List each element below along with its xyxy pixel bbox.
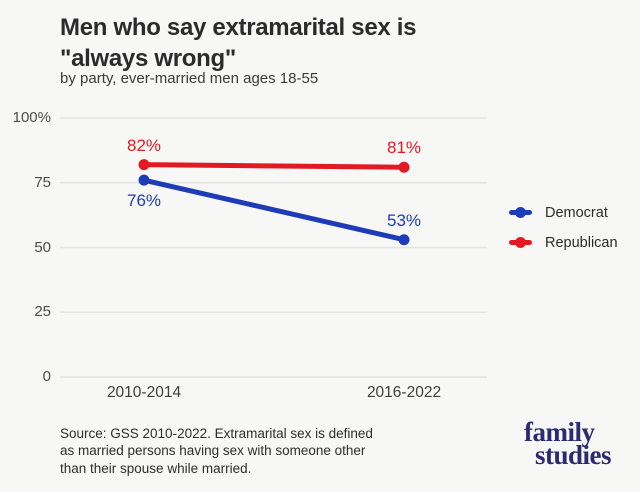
democrat-line [141, 177, 407, 243]
republican-value-label: 82% [126, 135, 162, 155]
republican-point [138, 159, 150, 171]
x-axis-tick-label: 2010-2014 [106, 384, 182, 401]
republican-value-label: 81% [386, 138, 422, 158]
legend-label-democrat: Democrat [545, 204, 608, 221]
chart-title-line2: "always wrong" [60, 45, 236, 72]
y-axis-tick-label: 50 [34, 238, 51, 256]
republican-dot-icon [515, 237, 526, 248]
source-line1: Source: GSS 2010-2022. Extramarital sex … [60, 426, 373, 441]
republican-point [398, 161, 410, 173]
y-axis-tick-label: 100% [12, 109, 51, 126]
logo-line1: family [524, 417, 595, 447]
chart-subtitle: by party, ever-married men ages 18-55 [60, 70, 319, 87]
legend-item-democrat: Democrat [509, 204, 618, 221]
legend-item-republican: Republican [509, 234, 618, 251]
republican-line [141, 162, 407, 170]
legend-label-republican: Republican [545, 234, 618, 251]
source-note: Source: GSS 2010-2022. Extramarital sex … [60, 425, 373, 477]
legend: Democrat Republican [509, 204, 618, 251]
democrat-point [138, 174, 150, 186]
y-axis-tick-label: 25 [34, 303, 51, 321]
source-line2: as married persons having sex with someo… [60, 443, 366, 459]
y-axis-tick-label: 0 [42, 368, 51, 385]
democrat-point [398, 234, 410, 246]
democrat-value-label: 76% [126, 191, 162, 211]
chart-title-line1: Men who say extramarital sex is [60, 14, 417, 41]
y-axis-tick-label: 75 [34, 173, 51, 191]
source-line3: than their spouse while married. [60, 460, 252, 476]
democrat-line-marker-icon [509, 207, 532, 218]
republican-line-marker-icon [509, 237, 532, 248]
logo-line2: studies [535, 440, 612, 470]
family-studies-logo: family studies [524, 417, 612, 470]
democrat-dot-icon [515, 207, 526, 218]
x-axis-tick-label: 2016-2022 [366, 384, 442, 401]
democrat-value-label: 53% [386, 210, 422, 230]
chart-title: Men who say extramarital sex is "always … [60, 12, 417, 74]
